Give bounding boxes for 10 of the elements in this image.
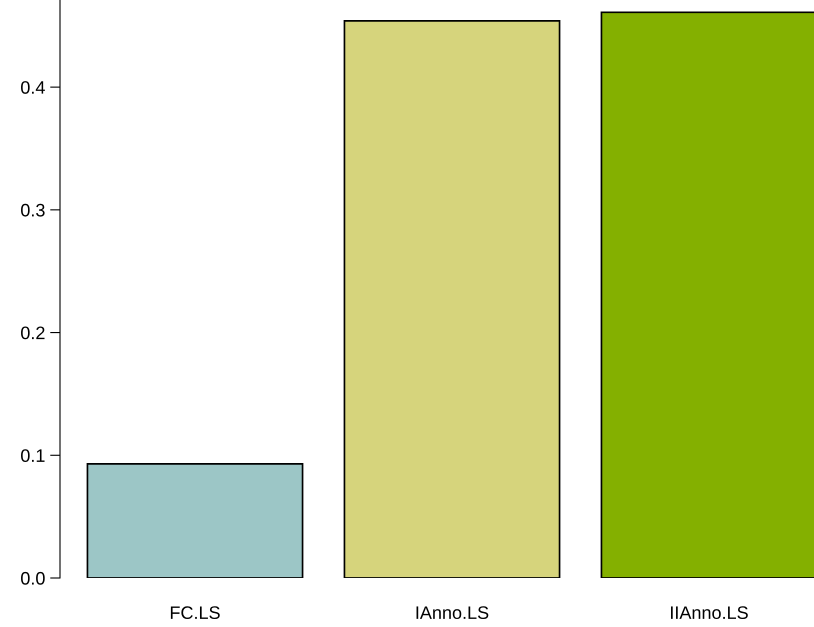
bar xyxy=(86,463,304,578)
y-tick-label: 0.3 xyxy=(21,204,45,217)
y-tick-label: 0.1 xyxy=(21,449,45,462)
y-tick-label: 0.2 xyxy=(21,326,45,340)
x-tick-label: IIAnno.LS xyxy=(671,606,748,620)
y-tick-label: 0.0 xyxy=(21,572,45,585)
y-tick-label: 0.4 xyxy=(21,81,45,94)
bar xyxy=(344,20,560,578)
x-tick-label: IAnno.LS xyxy=(416,606,488,620)
x-tick-label: FC.LS xyxy=(170,606,220,620)
